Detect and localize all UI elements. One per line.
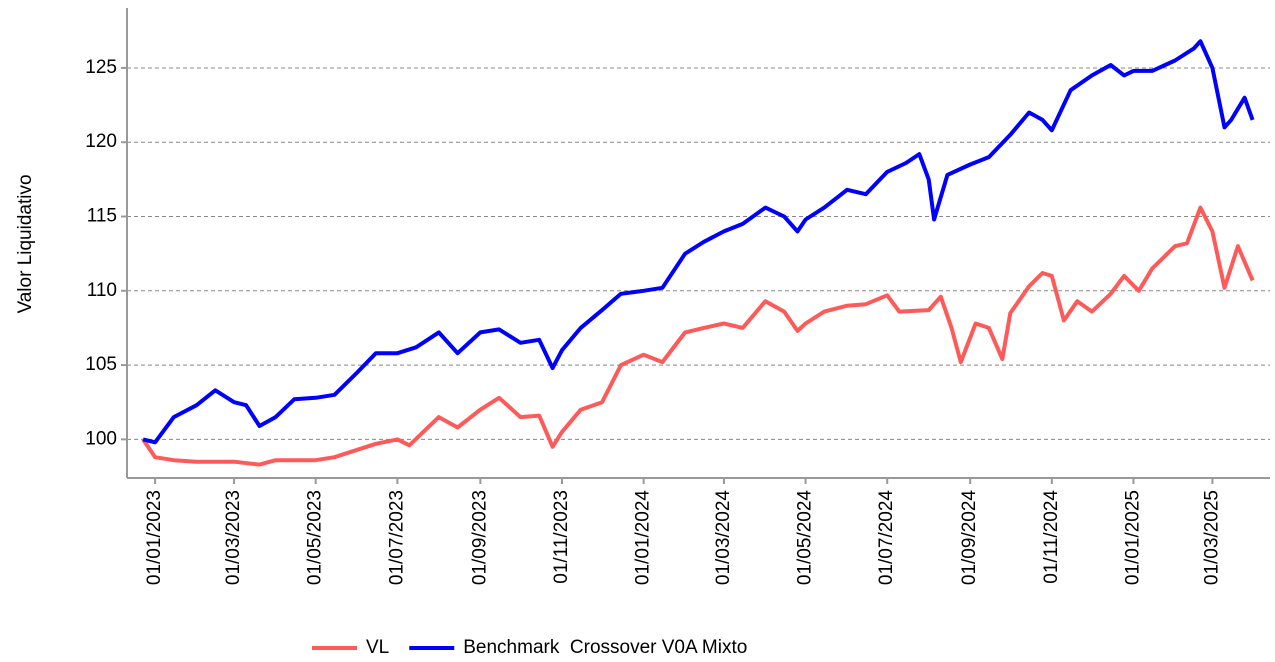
x-tick-label: 01/05/2024 [795, 490, 816, 586]
x-tick-label: 01/09/2023 [469, 490, 490, 585]
y-axis-label: Valor Liquidativo [15, 174, 36, 313]
x-tick-label: 01/03/2025 [1201, 490, 1222, 585]
y-tick-label: 110 [87, 280, 117, 301]
x-tick-label: 01/01/2023 [144, 490, 165, 585]
x-tick-label: 01/01/2025 [1122, 490, 1143, 585]
legend-label: Benchmark Crossover V0A Mixto [463, 637, 747, 658]
x-tick-label: 01/07/2023 [386, 490, 407, 585]
y-tick-label: 115 [87, 206, 117, 227]
y-tick-label: 100 [85, 428, 117, 449]
series-line [141, 205, 1255, 467]
y-tick-label: 120 [85, 131, 117, 152]
x-tick-label: 01/01/2024 [633, 490, 654, 586]
y-tick-label: 105 [85, 354, 117, 375]
series-line [142, 39, 1255, 445]
x-tick-label: 01/09/2024 [959, 490, 980, 586]
legend: VL Benchmark Crossover V0A Mixto [312, 637, 747, 658]
x-tick-label: 01/05/2023 [305, 490, 326, 585]
x-tick-label: 01/11/2024 [1041, 490, 1062, 584]
legend-label: VL [366, 637, 389, 658]
x-tick-label: 01/11/2023 [551, 490, 572, 584]
x-tick-label: 01/03/2023 [223, 490, 244, 585]
y-tick-label: 125 [85, 57, 117, 78]
x-tick-label: 01/07/2024 [876, 490, 897, 586]
x-tick-label: 01/03/2024 [713, 490, 734, 586]
